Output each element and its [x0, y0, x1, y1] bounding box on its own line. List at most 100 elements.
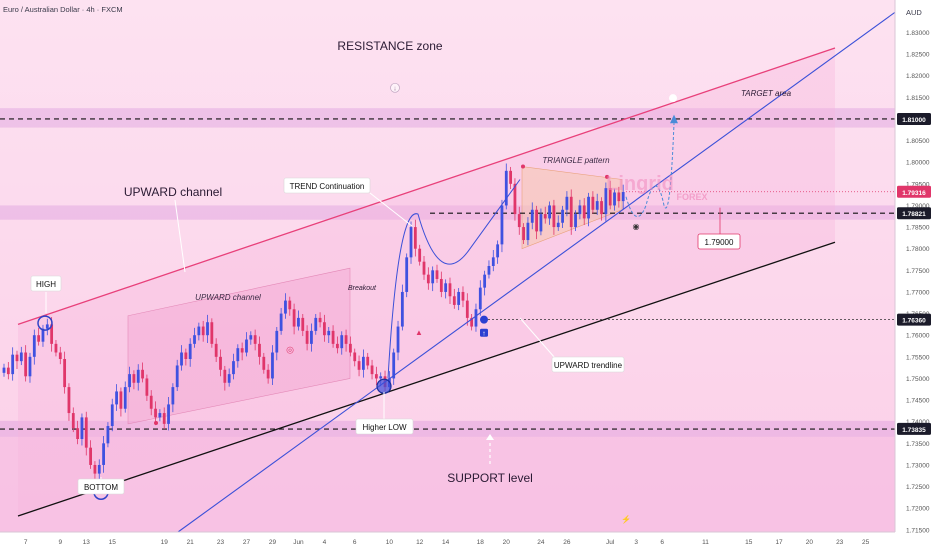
x-tick-label: 6 [353, 539, 357, 546]
candle-body [409, 227, 413, 258]
candle-body [578, 205, 582, 215]
candle-body [80, 417, 84, 440]
candle-body [158, 413, 162, 418]
candle-body [604, 188, 608, 215]
x-tick-label: 15 [745, 539, 753, 546]
trendline-touch-dot [480, 315, 488, 324]
price-axis-panel [895, 0, 932, 550]
candle-body [162, 413, 166, 424]
price-tag-box [897, 207, 931, 220]
candle-body [552, 205, 556, 228]
candle-body [63, 358, 67, 388]
upward-trendline-leader [519, 317, 556, 359]
candle-body [621, 192, 625, 202]
x-tick-label: 23 [217, 539, 225, 546]
candle-body [214, 343, 218, 357]
candle-body [180, 352, 183, 366]
x-tick-label: 13 [83, 539, 91, 546]
candle-body [366, 356, 370, 366]
candle-body [175, 365, 179, 388]
candle-body [374, 374, 378, 379]
price-tag-label: 1.78821 [902, 211, 926, 218]
x-tick-label: 25 [862, 539, 870, 546]
candle-body [232, 361, 235, 375]
candle-body [340, 335, 344, 349]
trend-continuation-label: TREND Continuation [290, 182, 365, 191]
candle-body [587, 196, 590, 219]
candle-body [522, 227, 525, 241]
candle-body [617, 192, 621, 202]
candle-body [353, 352, 357, 362]
candle-body [275, 330, 279, 353]
x-tick-label: Jun [293, 539, 304, 546]
y-tick-label: 1.79000 [906, 203, 930, 210]
support-arrowhead [486, 434, 494, 440]
candle-body [405, 257, 409, 292]
candle-body [28, 356, 32, 377]
candle-body [245, 339, 248, 353]
candle-body [154, 408, 157, 418]
candle-body [349, 343, 352, 353]
inner-channel-label: UPWARD channel [195, 293, 261, 302]
candle-body [54, 343, 58, 353]
y-tick-label: 1.76000 [906, 333, 930, 340]
candle-body [93, 464, 97, 474]
y-tick-label: 1.79500 [906, 181, 930, 188]
candle-body [336, 343, 339, 349]
candle-body [504, 170, 508, 206]
candle-body [487, 266, 491, 275]
candle-body [240, 348, 244, 353]
x-tick-label: 10 [386, 539, 394, 546]
candle-body [323, 322, 326, 336]
candle-body [314, 317, 318, 331]
candle-body [400, 291, 404, 327]
price-tag-label: 1.79316 [902, 190, 926, 197]
candle-body [292, 309, 296, 327]
candle-body [318, 317, 322, 323]
x-tick-label: Jul [606, 539, 615, 546]
candle-body [435, 270, 439, 279]
candle-body [206, 322, 209, 336]
alert-down-glyph: ↓ [393, 85, 397, 92]
upward-channel-label: UPWARD channel [124, 185, 222, 199]
x-tick-label: 26 [563, 539, 571, 546]
candle-body [418, 248, 422, 262]
candle-body [452, 296, 456, 305]
level-box-label: 1.79000 [705, 238, 734, 247]
candle-body [15, 354, 19, 362]
level-box-frame [697, 233, 741, 250]
candle-body [310, 330, 313, 344]
x-tick-label: 4 [323, 539, 327, 546]
candle-body [396, 326, 400, 353]
upward-trendline-label-box [551, 356, 625, 373]
candle-body [11, 354, 15, 375]
y-tick-label: 1.77500 [906, 268, 930, 275]
candle-body [123, 387, 127, 409]
price-tag-label: 1.73835 [902, 427, 926, 434]
snail-icon: ◎ [286, 345, 294, 355]
x-tick-label: 9 [58, 539, 62, 546]
candle-body [37, 335, 41, 342]
triangle-pattern-label: TRIANGLE pattern [542, 156, 610, 165]
price-tag-box [897, 112, 931, 125]
candle-body [67, 387, 71, 414]
channel-upper-line [17, 47, 836, 326]
upward-trendline [177, 8, 901, 533]
candle-body [258, 343, 261, 357]
candle-body [565, 196, 569, 210]
candle-body [556, 222, 560, 228]
candle-body [119, 391, 123, 409]
x-tick-label: 23 [836, 539, 844, 546]
currency-label: AUD [906, 8, 922, 17]
x-tick-label: 18 [477, 539, 485, 546]
candle-body [193, 335, 196, 344]
y-tick-label: 1.78500 [906, 225, 930, 232]
x-tick-label: 17 [775, 539, 783, 546]
candle-body [509, 170, 513, 184]
breakout-zone-band [0, 205, 895, 220]
candle-body [227, 374, 231, 383]
trend-continuation-leader [369, 192, 413, 227]
candle-body [171, 387, 175, 405]
